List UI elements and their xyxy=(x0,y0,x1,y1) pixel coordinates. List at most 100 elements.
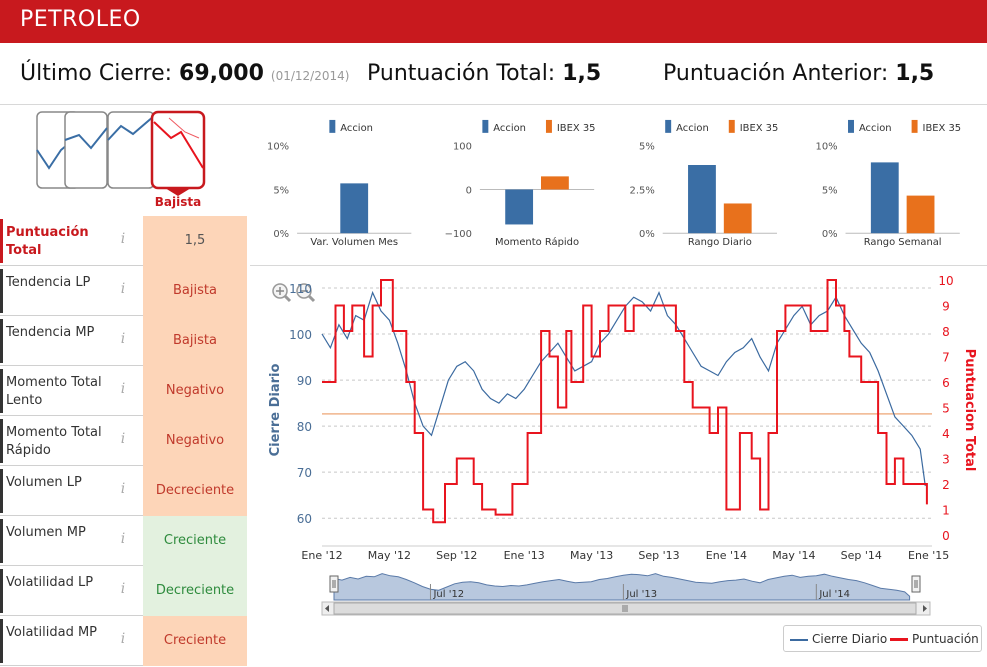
mini-chart-3: Accion IBEX 35 0% 2.5% 5% Rango Diario xyxy=(630,119,778,248)
y2-tick-label: 4 xyxy=(942,427,950,441)
legend-label: Accion xyxy=(340,123,373,134)
navigator-left-handle[interactable] xyxy=(329,575,339,593)
info-icon[interactable]: i xyxy=(120,481,126,497)
last-close: Último Cierre: 69,000 (01/12/2014) xyxy=(20,61,349,86)
legend-label-puntuacion: Puntuación xyxy=(912,632,979,646)
x-tick-label: Sep '13 xyxy=(638,549,679,562)
row-label: Tendencia MP xyxy=(6,325,95,340)
plot-area: 60 70 80 90 100 110 0 1 2 3 4 5 6 7 8 9 10 Cierre Diario P… xyxy=(268,274,977,562)
last-close-value: 69,000 xyxy=(179,61,264,86)
y2-tick-label: 1 xyxy=(942,504,950,518)
y2-tick-label: 8 xyxy=(942,325,950,339)
info-icon[interactable]: i xyxy=(120,281,126,297)
last-close-date: (01/12/2014) xyxy=(270,69,350,83)
score-row: Tendencia MP i Bajista xyxy=(0,316,247,366)
y2-tick-label: 0 xyxy=(942,529,950,543)
row-value: Creciente xyxy=(143,516,247,566)
info-icon[interactable]: i xyxy=(120,581,126,597)
row-value: Bajista xyxy=(143,266,247,316)
range-navigator[interactable]: Jul '12 Jul '13 Jul '14 xyxy=(320,570,932,618)
trend-card-bajista[interactable] xyxy=(150,110,206,196)
y2-tick-label: 3 xyxy=(942,453,950,467)
bar-accion xyxy=(505,189,534,225)
y2-tick-label: 7 xyxy=(942,351,950,365)
y2-tick-label: 2 xyxy=(942,478,950,492)
row-indicator xyxy=(0,269,3,313)
mini-chart-1: Accion 0% 5% 10% Var. Volumen Mes xyxy=(267,119,412,248)
row-indicator xyxy=(0,319,3,363)
y-tick-label: 90 xyxy=(297,374,312,388)
legend-swatch xyxy=(728,119,735,133)
legend-item-puntuacion[interactable]: Puntuación xyxy=(890,632,979,646)
y-tick-label: 10% xyxy=(267,142,289,153)
legend-swatch-cierre xyxy=(790,638,808,641)
last-close-label: Último Cierre: xyxy=(20,61,173,86)
x-tick-label: May '12 xyxy=(368,549,411,562)
info-icon[interactable]: i xyxy=(120,231,126,247)
bar-ibex-35 xyxy=(906,195,935,234)
trend-selector-icon xyxy=(36,110,206,196)
y-tick-label: 5% xyxy=(822,185,838,196)
legend-label: IBEX 35 xyxy=(923,123,962,134)
legend-swatch xyxy=(911,119,918,133)
page-title: PETROLEO xyxy=(20,7,141,32)
row-value: Decreciente xyxy=(143,566,247,616)
navigator-tick-label: Jul '14 xyxy=(818,589,850,600)
info-icon[interactable]: i xyxy=(120,431,126,447)
row-label: Puntuación Total xyxy=(6,225,89,258)
bar-ibex-35 xyxy=(541,176,569,190)
row-value: Bajista xyxy=(143,316,247,366)
x-tick-label: Ene '12 xyxy=(301,549,342,562)
info-icon[interactable]: i xyxy=(120,331,126,347)
legend-swatch xyxy=(665,119,672,133)
y-tick-label: 70 xyxy=(297,466,312,480)
y-tick-label: −100 xyxy=(445,229,472,240)
mini-bar-charts: Accion 0% 5% 10% Var. Volumen Mes Accion IBEX … xyxy=(250,119,987,266)
navigator-right-handle[interactable] xyxy=(911,575,921,593)
score-row: Volatilidad LP i Decreciente xyxy=(0,566,247,616)
y-tick-label: 60 xyxy=(297,512,312,526)
legend-swatch xyxy=(848,119,854,133)
row-value: 1,5 xyxy=(143,216,247,266)
y-tick-label: 100 xyxy=(289,328,312,342)
x-tick-label: Ene '15 xyxy=(908,549,949,562)
legend-swatch xyxy=(329,119,336,133)
y-tick-label: 0% xyxy=(273,229,289,240)
x-tick-label: Ene '14 xyxy=(706,549,747,562)
legend-item-cierre[interactable]: Cierre Diario xyxy=(790,632,887,646)
bar-accion xyxy=(688,165,716,234)
legend-swatch xyxy=(482,119,489,133)
y2-tick-label: 9 xyxy=(942,300,950,314)
legend-label-cierre: Cierre Diario xyxy=(812,632,888,646)
zoom-out-icon[interactable] xyxy=(296,283,316,303)
mini-chart-2: Accion IBEX 35 −100 0 100 Momento Rápido xyxy=(445,119,595,248)
y-tick-label: 0% xyxy=(822,229,838,240)
x-tick-label: Ene '13 xyxy=(504,549,545,562)
row-indicator xyxy=(0,219,3,263)
zoom-in-icon[interactable] xyxy=(272,283,292,303)
mini-chart-title: Var. Volumen Mes xyxy=(310,237,398,248)
info-icon[interactable]: i xyxy=(120,631,126,647)
y-axis-title: Cierre Diario xyxy=(268,364,283,457)
y-tick-label: 2.5% xyxy=(630,185,655,196)
row-label: Tendencia LP xyxy=(6,275,91,290)
row-indicator xyxy=(0,369,3,413)
total-score-label: Puntuación Total: xyxy=(367,61,556,86)
y2-tick-label: 6 xyxy=(942,376,950,390)
legend-label: Accion xyxy=(493,123,526,134)
score-row: Momento Total Rápido i Negativo xyxy=(0,416,247,466)
y-tick-label: 5% xyxy=(639,142,655,153)
chart-legend: Cierre Diario Puntuación xyxy=(783,625,982,652)
info-icon[interactable]: i xyxy=(120,381,126,397)
score-row: Volumen LP i Decreciente xyxy=(0,466,247,516)
previous-score: Puntuación Anterior: 1,5 xyxy=(663,61,934,86)
navigator-tick-label: Jul '13 xyxy=(625,589,657,600)
y2-axis-title: Puntuacion Total xyxy=(962,349,977,472)
row-label: Volumen MP xyxy=(6,525,86,540)
trend-label: Bajista xyxy=(154,195,202,209)
trend-card-2 xyxy=(64,111,108,189)
row-label: Volumen LP xyxy=(6,475,82,490)
info-icon[interactable]: i xyxy=(120,531,126,547)
previous-score-value: 1,5 xyxy=(895,61,935,86)
navigator-scrollbar[interactable] xyxy=(321,601,931,616)
